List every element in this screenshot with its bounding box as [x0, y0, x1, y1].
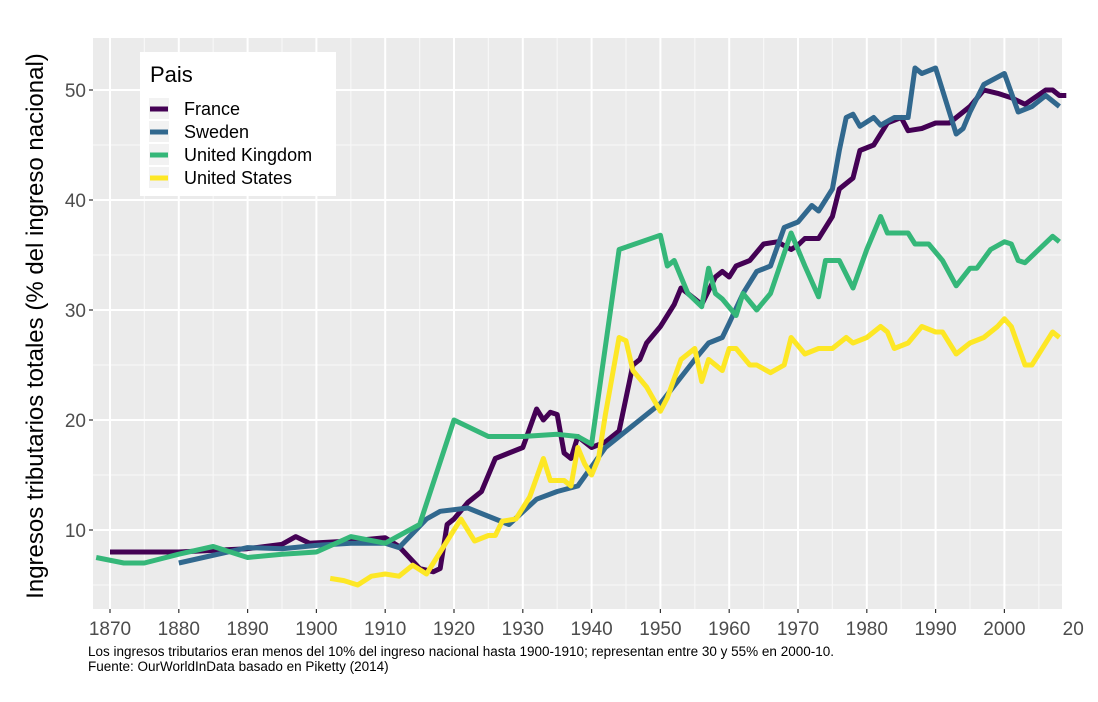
x-tick-label: 1910 — [364, 619, 406, 640]
caption-source: Fuente: OurWorldInData basado en Piketty… — [88, 659, 389, 674]
x-tick-label: 1900 — [295, 619, 337, 640]
legend-title: Pais — [150, 62, 193, 87]
series-lines — [95, 65, 1067, 588]
y-tick-label: 40 — [65, 191, 86, 212]
series-line-sweden — [178, 65, 1061, 566]
x-tick-label: 1930 — [502, 619, 544, 640]
y-tick-label: 30 — [65, 301, 86, 322]
x-tick-label: 1890 — [226, 619, 268, 640]
x-tick-label: 1870 — [89, 619, 131, 640]
legend-label-sweden: Sweden — [184, 122, 249, 142]
y-tick-label: 50 — [65, 81, 86, 102]
series-line-france — [110, 87, 1067, 575]
y-axis-title: Ingresos tributarios totales (% del ingr… — [22, 53, 49, 599]
x-tick-label: 1960 — [708, 619, 750, 640]
x-tick-label: 1990 — [914, 619, 956, 640]
x-tick-label: 1920 — [433, 619, 475, 640]
x-tick-label: 1980 — [846, 619, 888, 640]
x-tick-label: 20 — [1063, 619, 1084, 640]
x-tick-label: 1950 — [639, 619, 681, 640]
y-tick-label: 20 — [65, 411, 86, 432]
legend: Pais France Sweden United Kingdom United St… — [140, 52, 336, 196]
caption-note: Los ingresos tributarios eran menos del … — [88, 644, 834, 659]
y-tick-label: 10 — [65, 521, 86, 542]
legend-label-united-kingdom: United Kingdom — [184, 145, 312, 165]
x-axis: 1870 1880 1890 1900 1910 1920 1930 1940 1950 1960… — [89, 609, 1084, 640]
x-tick-label: 1880 — [158, 619, 200, 640]
x-tick-label: 1940 — [570, 619, 612, 640]
legend-label-united-states: United States — [184, 168, 292, 188]
series-line-united-kingdom — [95, 214, 1061, 566]
series-line-united-states — [329, 316, 1061, 588]
legend-background — [140, 52, 336, 196]
y-axis: 10 20 30 40 50 — [65, 81, 93, 542]
x-tick-label: 1970 — [777, 619, 819, 640]
legend-label-france: France — [184, 99, 240, 119]
x-tick-label: 2000 — [983, 619, 1025, 640]
